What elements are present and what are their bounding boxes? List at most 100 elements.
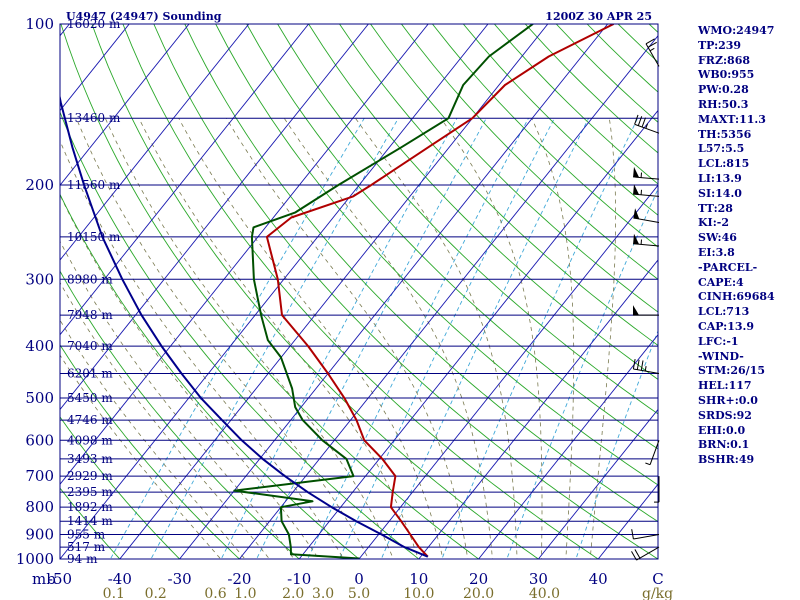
index-entry: LCL:713 (698, 305, 750, 319)
index-entry: LI:13.9 (698, 171, 742, 185)
wind-barb (633, 166, 660, 180)
temperature-tick-label: -50 (48, 570, 72, 588)
index-entry: CINH:69684 (698, 290, 775, 304)
mixing-ratio-line (380, 117, 590, 559)
height-label: 3493 m (67, 452, 113, 466)
dry-adiabat-line (184, 24, 658, 523)
index-entry: FRZ:868 (698, 53, 751, 67)
index-entry: SW:46 (698, 231, 737, 245)
temperature-trace (265, 24, 615, 558)
height-label: 2929 m (67, 469, 113, 483)
index-entry: BRN:0.1 (698, 438, 750, 452)
wind-barb (632, 305, 660, 316)
mixing-ratio-line (338, 117, 555, 559)
index-entry: SHR+:0.0 (698, 393, 758, 407)
height-label: 94 m (67, 552, 98, 566)
dry-adiabat-line (60, 270, 300, 559)
temperature-tick-label: 20 (469, 570, 488, 588)
dry-adiabats (60, 24, 658, 559)
dry-adiabat-line (122, 24, 600, 559)
pressure-tick-label: 200 (25, 176, 54, 194)
temperature-tick-label: 10 (409, 570, 428, 588)
mixing-ratio-tick-label: 1.0 (234, 586, 256, 600)
index-entry: EI:3.8 (698, 245, 735, 259)
moist-adiabat-line (138, 118, 419, 559)
mixing-unit-label: g/kg (642, 586, 673, 600)
pressure-tick-label: 800 (25, 498, 54, 516)
wind-barb (645, 38, 660, 67)
wind-barb (631, 546, 660, 561)
mixing-ratio-tick-label: 2.0 (282, 586, 304, 600)
isotherm-line (60, 24, 369, 411)
wind-barb (654, 476, 660, 503)
isobars (60, 24, 658, 559)
pressure-tick-label: 1000 (16, 550, 54, 568)
height-label: 10150 m (67, 230, 121, 244)
index-entry: PW:0.28 (698, 83, 749, 97)
height-label: 6201 m (67, 367, 113, 381)
wind-barb (645, 440, 660, 466)
isotherm-line (60, 24, 190, 186)
temperature-tick-label: 30 (529, 570, 548, 588)
wind-barb (634, 114, 660, 134)
wind-barb (633, 208, 660, 224)
moist-adiabat-line (589, 118, 616, 559)
axis-labels: 16020 m 13460 m 11560 m 10150 m 8980 m 7948 m… (16, 15, 664, 600)
mixing-ratio-tick-label: 5.0 (348, 586, 370, 600)
temperature-tick-label: -30 (168, 570, 192, 588)
moist-adiabat-line (104, 118, 394, 559)
wind-barb (633, 233, 660, 247)
index-entry: LFC:-1 (698, 334, 739, 348)
dry-adiabat-line (60, 344, 241, 559)
parcel-trace (60, 93, 429, 558)
isotherm-line (60, 24, 130, 112)
index-entry: TP:239 (698, 38, 742, 52)
mixing-ratio-tick-label: 0.1 (103, 586, 125, 600)
mixing-ratio-lines (109, 117, 658, 559)
temperature-tick-label: -10 (287, 570, 311, 588)
index-entry: WMO:24947 (698, 24, 775, 37)
pressure-tick-label: 400 (25, 337, 54, 355)
temperature-tick-label: -40 (108, 570, 132, 588)
height-label: 8980 m (67, 272, 113, 286)
isotherms (60, 24, 658, 559)
height-label: 2395 m (67, 485, 113, 499)
index-entry: STM:26/15 (698, 364, 765, 378)
index-entry: SI:14.0 (698, 186, 742, 200)
isotherm-line (358, 184, 658, 559)
sounding-traces (60, 24, 615, 559)
moist-adiabat-line (225, 117, 469, 559)
isotherm-line (298, 109, 658, 559)
moist-adiabat-line (440, 117, 543, 559)
index-entry: TT:28 (698, 201, 733, 215)
height-label: 13460 m (67, 111, 121, 125)
height-label: 5450 m (67, 391, 113, 405)
height-label: 7040 m (67, 339, 113, 353)
temperature-tick-label: C (652, 570, 663, 588)
wind-barb (633, 184, 660, 197)
height-label: 1414 m (67, 514, 113, 528)
wind-barb (631, 529, 660, 540)
dry-adiabat-line (60, 416, 181, 559)
isotherm-line (418, 259, 658, 559)
pressure-tick-label: 500 (25, 389, 54, 407)
index-entry: MAXT:11.3 (698, 112, 766, 126)
temperature-tick-label: 40 (589, 570, 608, 588)
mixing-ratio-tick-label: 3.0 (312, 586, 334, 600)
index-entry: EHI:0.0 (698, 423, 746, 437)
station-title: U4947 (24947) Sounding (66, 10, 222, 23)
height-label: 16020 m (67, 17, 121, 31)
pressure-tick-label: 100 (25, 15, 54, 33)
isotherm-line (238, 35, 658, 559)
pressure-tick-label: 600 (25, 431, 54, 449)
isotherm-line (119, 24, 549, 559)
pressure-tick-label: 300 (25, 270, 54, 288)
index-entry: RH:50.3 (698, 97, 749, 111)
pressure-tick-label: 900 (25, 526, 54, 544)
dewpoint-trace (233, 24, 534, 559)
dry-adiabat-line (60, 487, 121, 559)
temperature-tick-label: 0 (354, 570, 364, 588)
temperature-tick-label: -20 (227, 570, 251, 588)
height-label: 11560 m (67, 178, 121, 192)
